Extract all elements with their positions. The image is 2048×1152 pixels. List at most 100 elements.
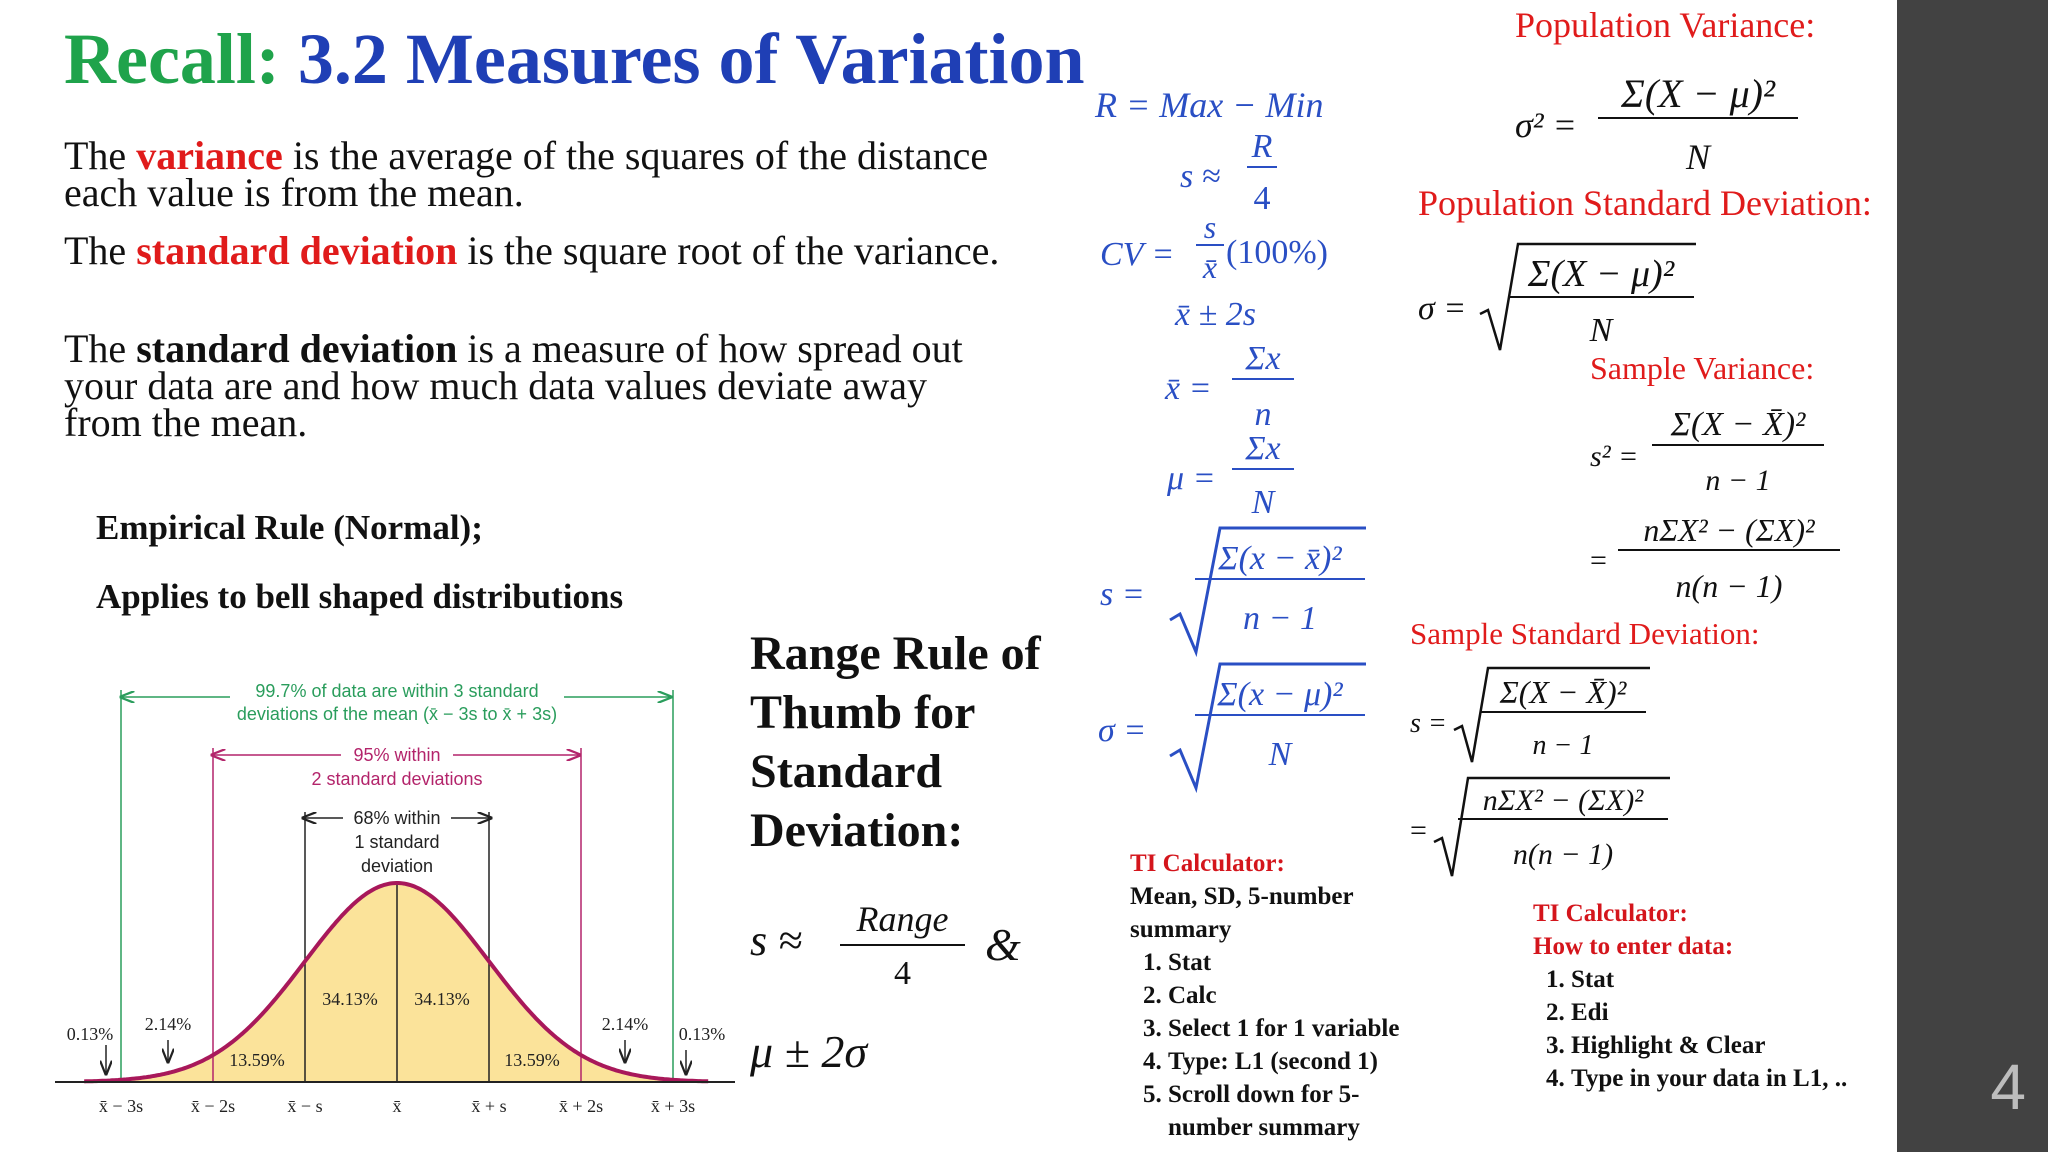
sd-pop-radical — [1169, 662, 1366, 794]
pct-013-right: 0.13% — [679, 1024, 726, 1044]
pop-sd-num: Σ(X − μ)² — [1508, 252, 1694, 298]
range-rule-heading: Range Rule of Thumb for Standard Deviati… — [750, 627, 1041, 857]
label-95-line1: 95% within — [353, 745, 440, 765]
ti-left-steps: Stat Calc Select 1 for 1 variable Type: … — [1130, 946, 1430, 1144]
x-axis-tick-label: x̄ + s — [471, 1096, 506, 1116]
samp-sd-num: Σ(X − X̄)² — [1480, 674, 1646, 713]
samp-sd-label: Sample Standard Deviation: — [1410, 616, 1760, 651]
mean-pop-num: Σx — [1232, 430, 1294, 470]
sd-pop-lhs: σ = — [1098, 712, 1147, 749]
mean-pop-den: N — [1251, 484, 1275, 521]
sd-term: standard deviation — [136, 228, 458, 273]
ti-left-step: Type: L1 (second 1) — [1168, 1045, 1430, 1078]
slide-sidebar: 4 — [1897, 0, 2048, 1152]
cv-left: CV = — [1100, 236, 1175, 273]
pct-1359-left: 13.59% — [229, 1050, 285, 1070]
x-axis-tick-label: x̄ − s — [287, 1096, 322, 1116]
x-axis-tick-label: x̄ − 3s — [99, 1096, 143, 1116]
bell-curve — [84, 881, 709, 1084]
empirical-rule-subheading: Applies to bell shaped distributions — [96, 577, 624, 616]
mean-sample-den: n — [1254, 396, 1272, 433]
pct-214-left: 2.14% — [145, 1014, 192, 1034]
cv-right: (100%) — [1226, 234, 1328, 271]
cv-num: s — [1196, 210, 1224, 246]
title-main: 3.2 Measures of Variation — [297, 19, 1085, 99]
range-rule-denominator: 4 — [894, 955, 911, 992]
samp-sd-eq: = — [1410, 814, 1427, 847]
samp-sd-lhs: s = — [1410, 708, 1447, 739]
title-prefix: Recall: — [64, 19, 280, 99]
pop-var-label: Population Variance: — [1515, 5, 1816, 45]
pop-sd-den: N — [1589, 312, 1613, 349]
sd-spread-definition: The standard deviation is a measure of h… — [64, 326, 963, 445]
pop-sd-label: Population Standard Deviation: — [1418, 183, 1872, 223]
samp-var-eq: = — [1590, 544, 1607, 577]
sd-sample-den: n − 1 — [1243, 600, 1317, 637]
range-rule-ampersand: & — [985, 919, 1021, 970]
ti-left-step: Stat — [1168, 946, 1430, 979]
ti-right-step: Type in your data in L1, .. — [1571, 1062, 1893, 1095]
pop-var-den: N — [1685, 137, 1710, 177]
range-formula: R = Max − Min — [1095, 85, 1324, 125]
x-axis-tick-label: x̄ − 2s — [191, 1096, 235, 1116]
label-95-line2: 2 standard deviations — [311, 769, 482, 789]
range-rule-s-approx: s ≈ — [750, 916, 803, 965]
samp-var-label: Sample Variance: — [1590, 350, 1815, 386]
pop-var-lhs: σ² = — [1515, 105, 1577, 145]
ti-left-subheading: Mean, SD, 5-number summary — [1130, 883, 1354, 943]
sd-term-bold: standard deviation — [136, 326, 458, 371]
ti-right-step: Stat — [1571, 963, 1893, 996]
cv-den: x̄ — [1202, 249, 1218, 285]
variance-term: variance — [136, 133, 283, 178]
sd-sample-num: Σ(x − x̄)² — [1195, 540, 1365, 580]
samp-var-num2: nΣX² − (ΣX)² — [1618, 512, 1840, 551]
x-axis-tick-label: x̄ + 3s — [651, 1096, 695, 1116]
sd-sample-lhs: s = — [1100, 576, 1145, 613]
samp-sd-den2: n(n − 1) — [1512, 838, 1614, 871]
samp-var-lhs: s² = — [1590, 440, 1639, 473]
ti-calculator-stats: TI Calculator: Mean, SD, 5-number summar… — [1130, 847, 1430, 1144]
ti-right-step: Edi — [1571, 996, 1893, 1029]
mean-pop-lhs: μ = — [1167, 460, 1216, 497]
samp-sd-den: n − 1 — [1532, 730, 1594, 761]
pct-013-left: 0.13% — [67, 1024, 114, 1044]
empirical-rule-bell-figure: 99.7% of data are within 3 standard devi… — [55, 681, 735, 1116]
variance-definition: The variance is the average of the squar… — [64, 133, 989, 215]
label-68-line2: 1 standard — [354, 832, 439, 852]
samp-sd-num2: nΣX² − (ΣX)² — [1458, 784, 1668, 820]
pop-sd-lhs: σ = — [1418, 290, 1467, 327]
sd-pop-num: Σ(x − μ)² — [1195, 676, 1365, 716]
label-997-line2: deviations of the mean (x̄ − 3s to x̄ + … — [237, 704, 557, 724]
mean-sample-lhs: x̄ = — [1165, 370, 1212, 407]
pct-3413-right: 34.13% — [414, 989, 470, 1009]
ti-right-steps: Stat Edi Highlight & Clear Type in your … — [1533, 963, 1893, 1095]
sd-definition: The standard deviation is the square roo… — [64, 228, 1000, 273]
ti-right-subheading: How to enter data: — [1533, 933, 1734, 960]
sd-sample-radical — [1169, 526, 1366, 658]
empirical-rule-heading: Empirical Rule (Normal); — [96, 508, 483, 547]
ti-left-step: Select 1 for 1 variable — [1168, 1012, 1430, 1045]
pct-3413-left: 34.13% — [322, 989, 378, 1009]
samp-var-den2: n(n − 1) — [1675, 568, 1783, 604]
samp-var-den: n − 1 — [1705, 464, 1771, 497]
sd-pop-den: N — [1268, 736, 1292, 773]
range-rule-numerator: Range — [840, 898, 965, 946]
label-997-line1: 99.7% of data are within 3 standard — [255, 681, 538, 701]
ti-left-heading: TI Calculator: — [1130, 850, 1285, 877]
pct-214-right: 2.14% — [602, 1014, 649, 1034]
samp-sd-radical-2 — [1433, 776, 1670, 877]
pct-1359-right: 13.59% — [504, 1050, 560, 1070]
pop-sd-radical — [1479, 242, 1696, 351]
pop-var-num: Σ(X − μ)² — [1598, 70, 1798, 119]
xbar-pm-2s: x̄ ± 2s — [1175, 296, 1256, 333]
ti-right-step: Highlight & Clear — [1571, 1029, 1893, 1062]
x-axis-tick-label: x̄ — [393, 1096, 402, 1116]
s-approx-den: 4 — [1253, 180, 1271, 217]
range-rule-mu-2sigma: μ ± 2σ — [750, 1026, 868, 1077]
ti-right-heading: TI Calculator: — [1533, 900, 1688, 927]
s-approx-label: s ≈ — [1180, 158, 1221, 195]
ti-left-step: Calc — [1168, 979, 1430, 1012]
samp-sd-radical — [1453, 666, 1650, 763]
samp-var-num: Σ(X − X̄)² — [1652, 406, 1824, 446]
mean-sample-num: Σx — [1232, 340, 1294, 380]
